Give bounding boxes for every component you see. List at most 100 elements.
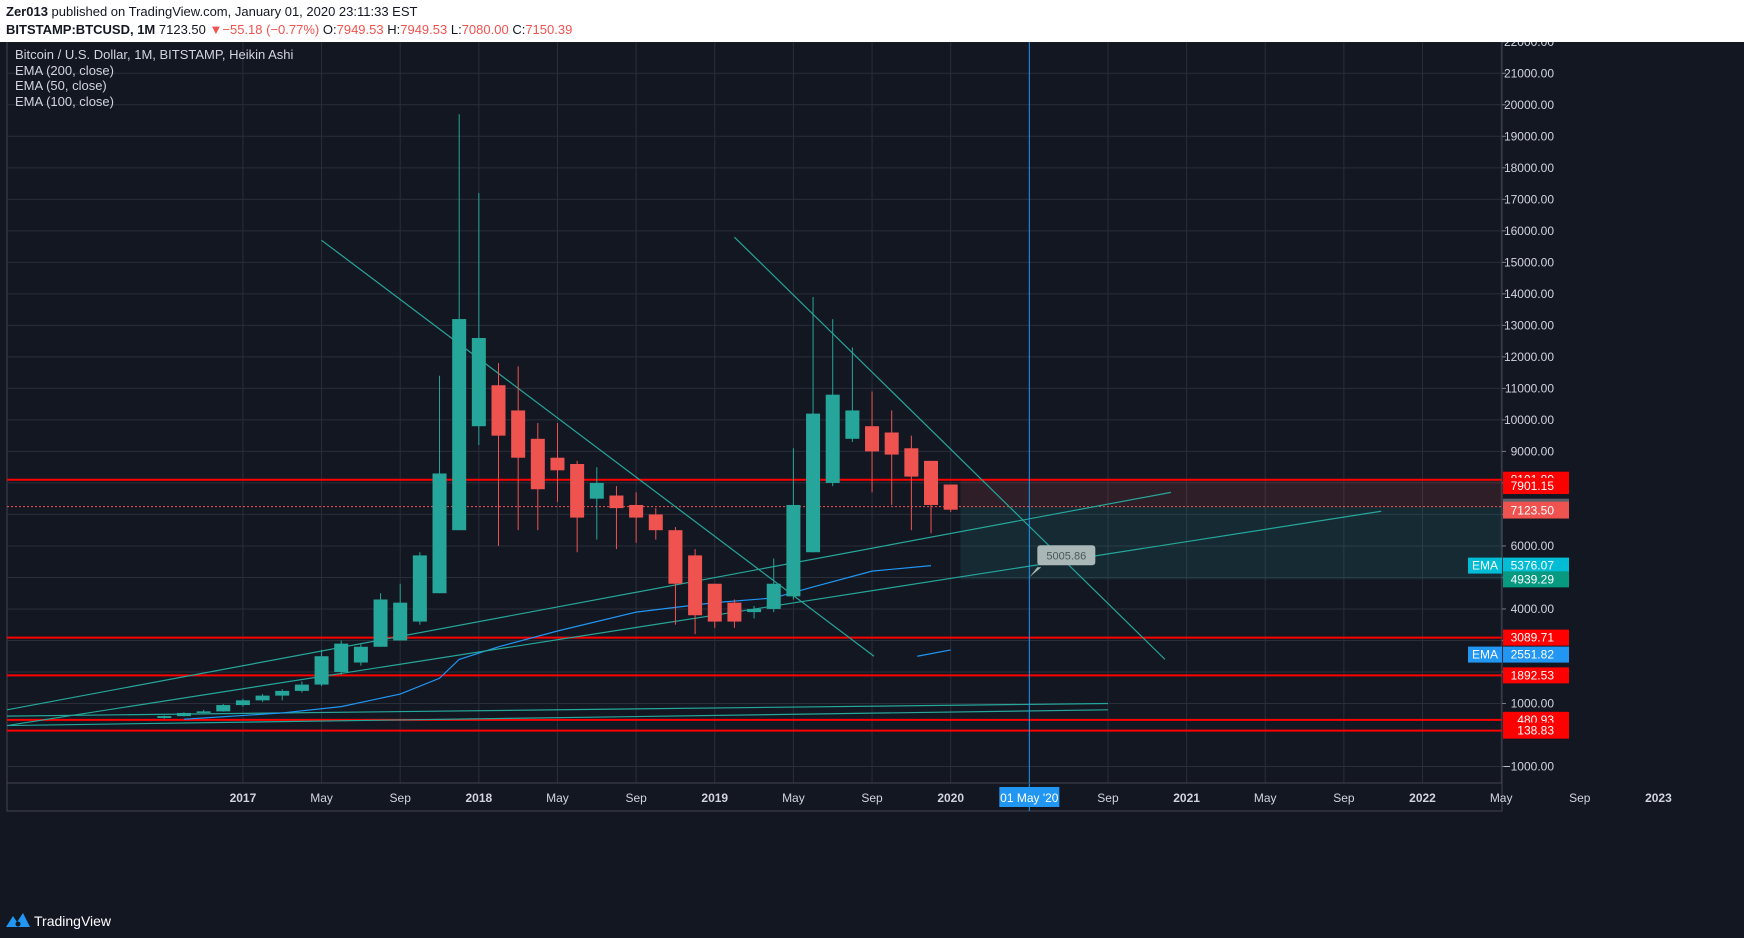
candle[interactable] [314,656,329,685]
legend-title[interactable]: Bitcoin / U.S. Dollar, 1M, BITSTAMP, Hei… [15,47,294,62]
legend-ema50[interactable]: EMA (50, close) [15,78,107,93]
candle[interactable] [825,394,840,483]
high-value: 7949.53 [400,22,448,37]
candle[interactable] [865,426,880,452]
candle[interactable] [845,410,860,439]
candle[interactable] [609,495,624,509]
candle[interactable] [511,410,526,458]
author-name[interactable]: Zer013 [6,4,48,19]
footer: TradingView [0,903,1744,938]
legend-ema100[interactable]: EMA (100, close) [15,94,114,109]
candle[interactable] [786,504,801,597]
candle[interactable] [471,337,486,427]
candle[interactable] [255,695,270,701]
y-tick-label: 17000.00 [1504,192,1554,206]
candle[interactable] [491,385,506,436]
candle[interactable] [884,432,899,455]
published-text: published on TradingView.com, January 01… [47,4,418,19]
publish-header: Zer013 published on TradingView.com, Jan… [0,0,1744,42]
open-label: O: [322,22,337,37]
candle[interactable] [766,583,781,609]
candle[interactable] [550,457,565,471]
price-label-box [1503,571,1569,588]
candle[interactable] [196,711,211,713]
ema-line[interactable] [917,649,951,657]
candle[interactable] [806,413,821,553]
price-chart[interactable]: 5005.86−1000.001000.002000.003000.004000… [0,0,1744,903]
candle[interactable] [294,684,309,691]
x-tick-label: May [310,791,333,805]
candle[interactable] [629,504,644,518]
x-tick-label: 2023 [1645,791,1672,805]
ema-line[interactable] [183,565,932,720]
open-value: 7949.53 [336,22,384,37]
price-label-box [1503,722,1569,739]
candle[interactable] [904,448,919,477]
x-tick-label: Sep [390,791,412,805]
y-tick-label: 14000.00 [1504,287,1554,301]
candle[interactable] [275,690,290,696]
crosshair-time-box [999,787,1060,807]
candle[interactable] [727,602,742,622]
y-tick-label: 15000.00 [1504,255,1554,269]
price-label: 138.83 [1517,724,1554,738]
trend-line[interactable] [6,510,1382,727]
candle[interactable] [589,482,604,499]
y-tick-label: 18000.00 [1504,161,1554,175]
candle[interactable] [373,599,388,647]
candle[interactable] [943,484,958,510]
candle[interactable] [393,602,408,641]
x-tick-label: 2020 [937,791,964,805]
x-tick-label: 2018 [465,791,492,805]
candle[interactable] [570,464,585,518]
candle[interactable] [530,438,545,490]
candle[interactable] [668,530,683,584]
tradingview-logo-icon[interactable] [6,913,30,927]
candle[interactable] [707,583,722,622]
trend-line[interactable] [321,239,875,657]
ema-tag-label: EMA [1472,648,1498,662]
trend-line[interactable] [6,491,1171,711]
ema-tag-label: EMA [1472,559,1498,573]
candle[interactable] [235,700,250,706]
legend-ema200[interactable]: EMA (200, close) [15,63,114,78]
candle[interactable] [216,705,231,712]
y-tick-label: 4000.00 [1511,602,1555,616]
x-tick-label: Sep [625,791,647,805]
tradingview-brand[interactable]: TradingView [34,913,112,929]
y-tick-label: −1000.00 [1504,760,1555,774]
crosshair-time-label: 01 May '20 [1000,791,1059,805]
x-tick-label: Sep [1569,791,1591,805]
price-label-box [1503,667,1569,684]
close-label: C: [512,22,526,37]
y-tick-label: 20000.00 [1504,98,1554,112]
x-tick-label: 2022 [1409,791,1436,805]
x-tick-label: Sep [1097,791,1119,805]
price-label: 2551.82 [1511,648,1555,662]
price-label: 7901.15 [1511,479,1555,493]
candle[interactable] [412,555,427,622]
x-tick-label: May [546,791,569,805]
y-tick-label: 21000.00 [1504,66,1554,80]
candle[interactable] [747,608,762,613]
candle[interactable] [157,716,172,718]
x-tick-label: May [1490,791,1513,805]
y-tick-label: 13000.00 [1504,318,1554,332]
candle[interactable] [432,473,447,594]
trend-line[interactable] [733,236,1166,660]
candle[interactable] [353,646,368,663]
candle[interactable] [176,712,191,717]
price-label-box [1503,502,1569,519]
low-label: L: [450,22,462,37]
close-value: 7150.39 [525,22,573,37]
x-tick-label: Sep [861,791,883,805]
candle[interactable] [452,319,467,531]
y-tick-label: 16000.00 [1504,224,1554,238]
x-tick-label: 2019 [701,791,728,805]
candle[interactable] [688,555,703,616]
candle[interactable] [648,514,663,531]
low-value: 7080.00 [461,22,509,37]
candle[interactable] [924,460,939,505]
candle[interactable] [334,643,349,672]
trend-line[interactable] [6,709,1108,727]
